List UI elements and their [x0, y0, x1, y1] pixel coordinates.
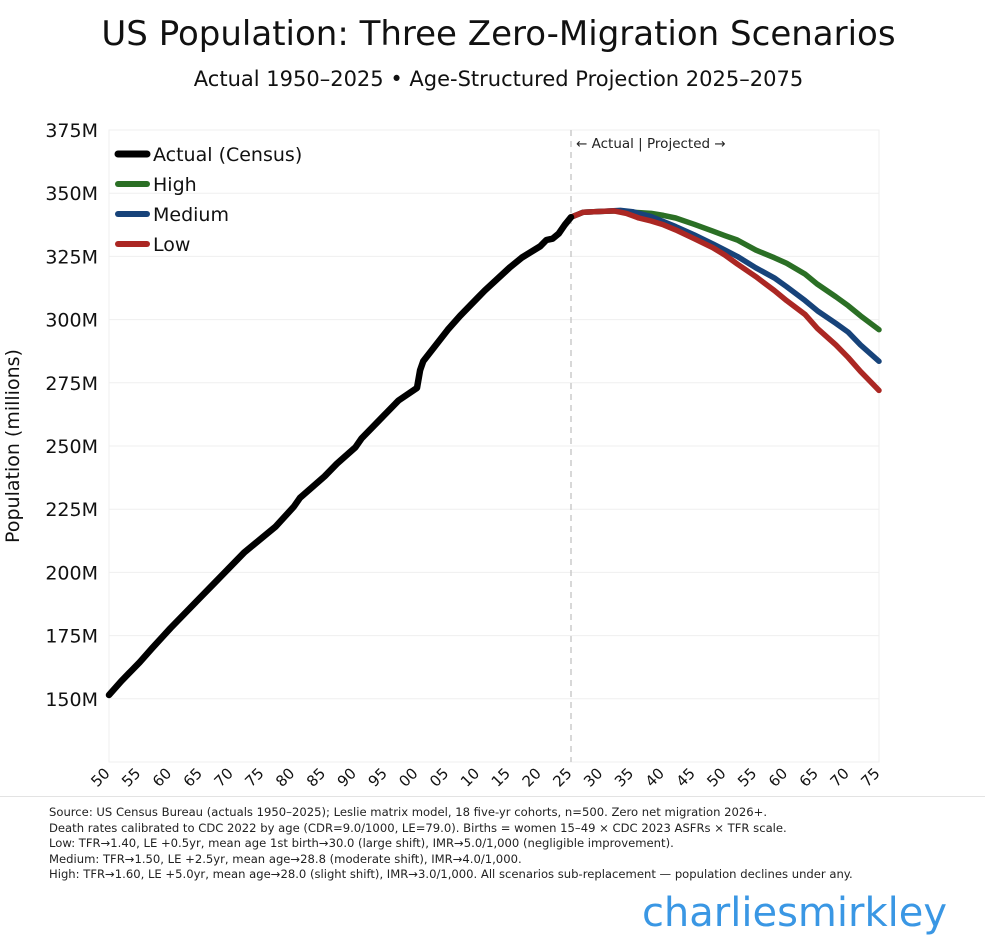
- grid: [109, 129, 879, 700]
- x-tick-label: 25: [549, 764, 575, 790]
- x-tick-label: 65: [796, 764, 822, 790]
- y-tick-label: 300M: [45, 310, 98, 332]
- x-tick-label: 70: [211, 764, 237, 790]
- x-tick-label: 75: [241, 764, 267, 790]
- x-tick-label: 90: [334, 764, 360, 790]
- series-line-high: [568, 208, 882, 333]
- x-tick-label: 30: [580, 764, 606, 790]
- legend: Actual (Census) High Medium Low: [114, 144, 302, 256]
- y-tick-label: 375M: [45, 120, 98, 142]
- y-tick-label: 175M: [45, 626, 98, 648]
- x-tick-label: 10: [457, 764, 483, 790]
- series-line-low: [568, 208, 882, 394]
- x-tick-label: 35: [611, 764, 637, 790]
- y-tick-label: 325M: [45, 246, 98, 268]
- note-line: Death rates calibrated to CDC 2022 by ag…: [49, 820, 787, 835]
- legend-label: Medium: [153, 204, 229, 226]
- chart-title: US Population: Three Zero-Migration Scen…: [101, 14, 896, 54]
- legend-label: High: [153, 174, 197, 196]
- x-tick-label: 65: [180, 764, 206, 790]
- note-line: Source: US Census Bureau (actuals 1950–2…: [49, 805, 768, 819]
- y-axis-ticks: 150M 175M 200M 225M 250M 275M 300M 325M 350M 375M: [45, 120, 98, 711]
- y-tick-label: 250M: [45, 436, 98, 458]
- footer-divider: [0, 796, 985, 797]
- y-tick-label: 350M: [45, 183, 98, 205]
- y-tick-label: 275M: [45, 373, 98, 395]
- y-tick-label: 150M: [45, 689, 98, 711]
- x-tick-label: 40: [642, 764, 668, 790]
- divider-label: ← Actual | Projected →: [576, 136, 726, 152]
- legend-label: Actual (Census): [153, 144, 302, 166]
- y-tick-label: 225M: [45, 499, 98, 521]
- x-tick-label: 05: [426, 764, 452, 790]
- x-tick-label: 60: [149, 764, 175, 790]
- x-tick-label: 85: [303, 764, 329, 790]
- chart-subtitle: Actual 1950–2025 • Age-Structured Projec…: [193, 67, 804, 91]
- note-line: Medium: TFR→1.50, LE +2.5yr, mean age→28…: [49, 851, 522, 866]
- x-tick-label: 80: [272, 764, 298, 790]
- x-tick-label: 60: [765, 764, 791, 790]
- plot-frame: [108, 129, 880, 763]
- series-line-actual-census: [105, 213, 575, 699]
- note-line: High: TFR→1.60, LE +5.0yr, mean age→28.0…: [49, 867, 853, 882]
- source-notes: Source: US Census Bureau (actuals 1950–2…: [49, 805, 853, 883]
- legend-label: Low: [153, 234, 190, 256]
- brand-watermark: charliesmirkley: [641, 890, 947, 936]
- x-tick-label: 75: [857, 764, 883, 790]
- x-tick-label: 00: [395, 764, 421, 790]
- note-line: Low: TFR→1.40, LE +0.5yr, mean age 1st b…: [49, 836, 674, 851]
- x-tick-label: 50: [87, 764, 113, 790]
- x-tick-label: 15: [488, 764, 514, 790]
- x-tick-label: 50: [703, 764, 729, 790]
- x-tick-label: 95: [365, 764, 391, 790]
- series-lines: [105, 207, 882, 699]
- line-chart: ← Actual | Projected → 150M 175M 200M 225M 2…: [2, 120, 884, 791]
- x-tick-label: 20: [519, 764, 545, 790]
- x-tick-label: 55: [734, 764, 760, 790]
- y-axis-label: Population (millions): [2, 349, 24, 543]
- x-tick-label: 55: [118, 764, 144, 790]
- x-axis-ticks: 50 55 60 65 70 75 80 85 90 95 00 05 10 15 20 25 30 35 40 45…: [87, 764, 883, 790]
- x-tick-label: 70: [827, 764, 853, 790]
- y-tick-label: 200M: [45, 562, 98, 584]
- x-tick-label: 45: [673, 764, 699, 790]
